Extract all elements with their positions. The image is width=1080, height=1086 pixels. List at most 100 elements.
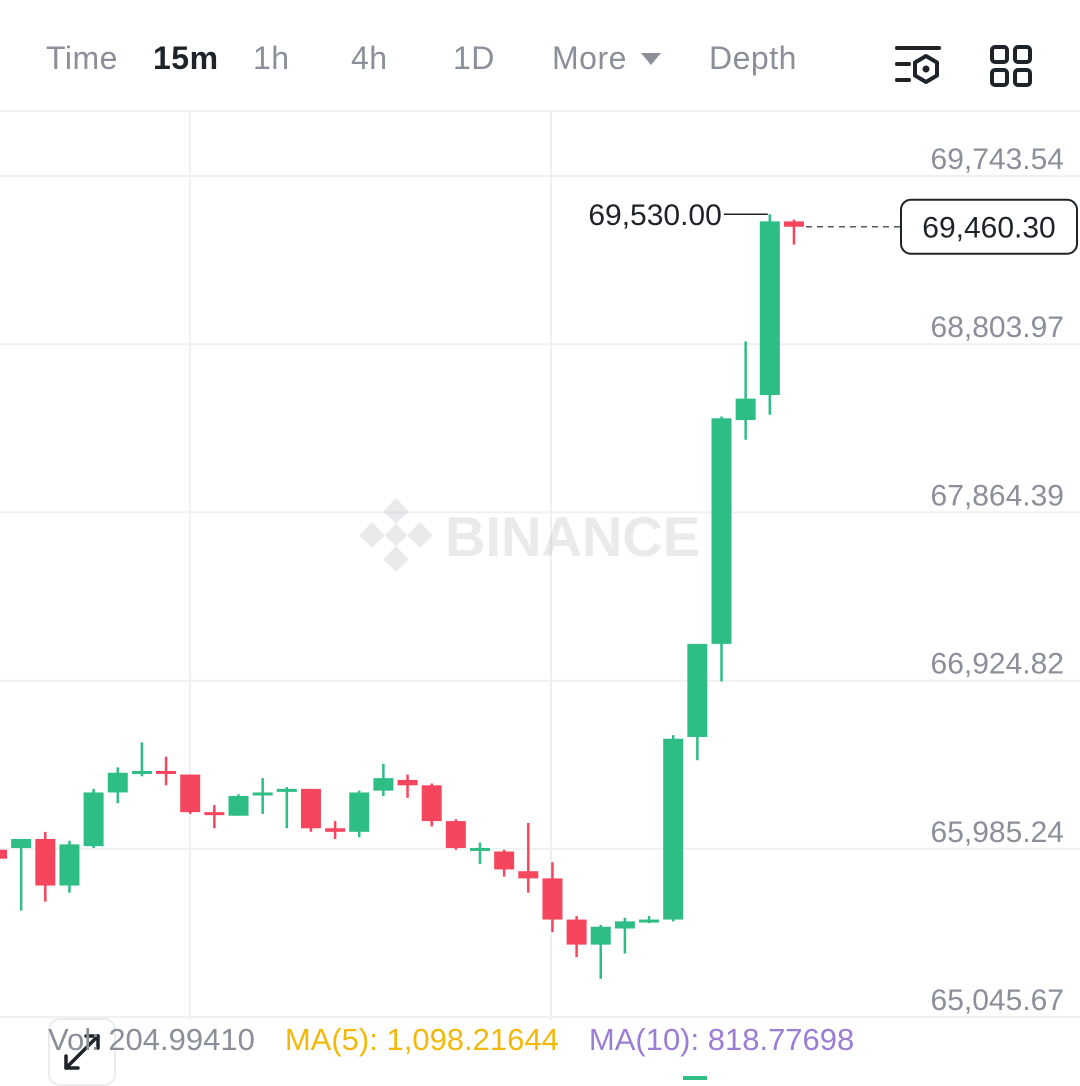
grid-layout-icon[interactable]	[989, 44, 1035, 88]
candle-body	[590, 926, 611, 945]
candle-body	[83, 792, 104, 847]
candle-body	[0, 849, 7, 859]
candle-body	[687, 643, 708, 737]
tab-15m[interactable]: 15m	[153, 40, 219, 76]
candle-down	[542, 862, 563, 933]
candle-body	[276, 788, 297, 792]
candle-body	[711, 418, 732, 644]
binance-watermark: BINANCE	[359, 498, 700, 572]
candle-down	[421, 783, 442, 827]
ma10-value: MA(10): 818.77698	[588, 1022, 855, 1057]
tab-depth[interactable]: Depth	[709, 40, 797, 76]
candlestick-chart[interactable]: 69,743.54 68,803.97 67,864.39 66,924.82 65,9…	[0, 112, 1080, 1086]
y-axis-label: 65,985.24	[931, 816, 1064, 849]
candle-body	[204, 812, 225, 816]
ma5-value: MA(5): 1,098.21644	[284, 1022, 559, 1057]
candle-body	[759, 221, 780, 396]
candle-body	[542, 878, 563, 920]
candle-body	[228, 796, 249, 816]
candle-body	[180, 774, 201, 813]
candle-up	[687, 643, 708, 761]
candle-up	[639, 915, 660, 924]
fullscreen-button[interactable]	[48, 1018, 116, 1086]
candle-body	[735, 398, 756, 421]
candle-body	[107, 772, 128, 793]
volume-bar	[683, 1076, 707, 1080]
toolbar-divider	[0, 110, 1080, 112]
candle-body	[518, 871, 539, 879]
candle-up	[590, 924, 611, 979]
tab-4h[interactable]: 4h	[351, 40, 388, 76]
y-axis-label: 68,803.97	[931, 311, 1064, 344]
tab-1d[interactable]: 1D	[453, 40, 495, 76]
candle-up	[252, 778, 273, 814]
candle-down	[300, 788, 321, 832]
candle-body	[421, 785, 442, 822]
chart-settings-icon[interactable]	[895, 44, 941, 88]
candle-body	[349, 792, 370, 832]
candle-body	[494, 851, 515, 870]
y-axis-label: 69,743.54	[931, 143, 1064, 176]
candle-body	[373, 778, 394, 791]
candle-down	[180, 774, 201, 814]
caret-down-icon	[640, 52, 661, 65]
candle-body	[252, 792, 273, 796]
candle-up	[228, 794, 249, 816]
candle-down	[204, 804, 225, 829]
candle-up	[59, 840, 80, 893]
candle-up	[663, 735, 684, 922]
candle-up	[470, 842, 490, 865]
candle-down	[494, 849, 515, 877]
candle-body	[397, 779, 418, 786]
candle-up	[276, 787, 297, 829]
candle-body	[783, 221, 804, 227]
high-marker-label: 69,530.00	[588, 199, 721, 232]
binance-logo-icon	[359, 498, 433, 572]
candle-body	[59, 844, 80, 886]
candle-up	[83, 788, 104, 848]
candle-up	[11, 838, 32, 911]
y-axis-label: 67,864.39	[931, 479, 1064, 512]
tab-more[interactable]: More	[552, 40, 661, 77]
candle-body	[131, 770, 152, 774]
expand-arrows-icon	[64, 1034, 100, 1070]
candle-down	[0, 849, 7, 859]
interval-toolbar: Time 15m 1h 4h 1D More Depth	[0, 0, 1080, 110]
candle-body	[300, 788, 321, 829]
candle-body	[325, 828, 346, 832]
volume-value: Vol: 204.99410	[48, 1022, 255, 1057]
candle-down	[445, 819, 466, 850]
candle-down	[783, 219, 804, 245]
candle-down	[566, 915, 587, 958]
tab-more-label: More	[552, 40, 627, 76]
candle-body	[639, 919, 660, 923]
candle-down	[35, 831, 56, 902]
candle-up	[373, 763, 394, 797]
candle-body	[35, 838, 56, 886]
candle-body	[614, 921, 635, 929]
candle-up	[107, 767, 128, 804]
candle-body	[11, 838, 32, 848]
candle-up	[131, 742, 152, 777]
watermark-text: BINANCE	[445, 505, 700, 568]
candle-up	[735, 341, 756, 440]
tab-1h[interactable]: 1h	[253, 40, 290, 76]
candle-up	[614, 917, 635, 954]
candle-down	[325, 821, 346, 839]
candle-body	[663, 738, 684, 920]
y-axis-label: 65,045.67	[931, 984, 1064, 1017]
candle-body	[445, 821, 466, 848]
candle-down	[156, 756, 177, 786]
candle-down	[518, 822, 539, 893]
candle-up	[759, 214, 780, 415]
tab-time[interactable]: Time	[46, 40, 118, 76]
candle-body	[566, 919, 587, 945]
indicator-bar: Vol: 204.99410 MA(5): 1,098.21644 MA(10)…	[48, 1022, 854, 1058]
candle-body	[470, 847, 490, 851]
candle-down	[397, 774, 418, 798]
candle-up	[711, 416, 732, 682]
current-price-label: 69,460.30	[922, 212, 1055, 245]
y-axis-label: 66,924.82	[931, 648, 1064, 681]
candle-up	[349, 790, 370, 838]
current-price-badge	[900, 198, 1078, 255]
